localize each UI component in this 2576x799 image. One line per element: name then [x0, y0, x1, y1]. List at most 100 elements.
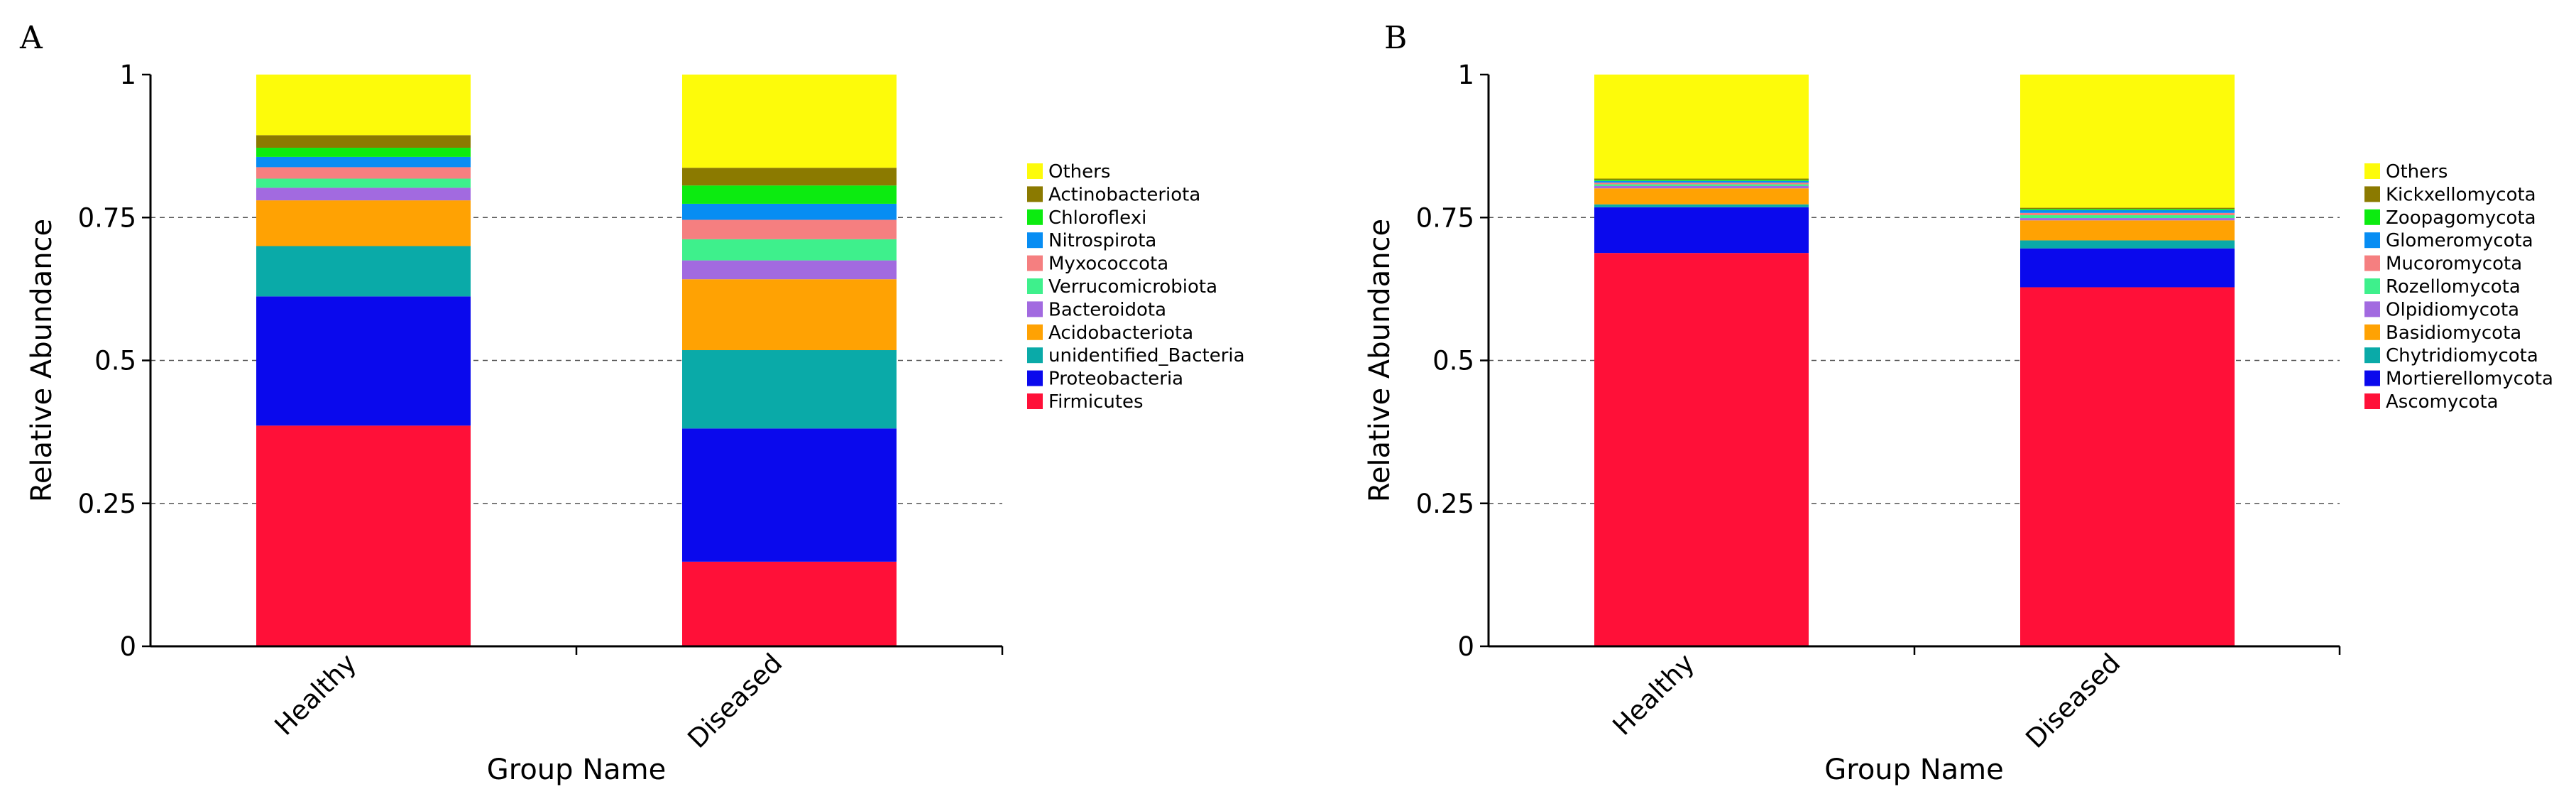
legend-label: Nitrospirota [1048, 230, 1156, 251]
legend-swatch [1027, 209, 1043, 225]
bar-segment [682, 260, 897, 280]
bar-segment [256, 148, 471, 157]
legend-label: Chytridiomycota [2386, 345, 2538, 366]
legend-swatch [1027, 255, 1043, 271]
legend-swatch [2364, 255, 2380, 271]
legend-label: Mortierellomycota [2386, 369, 2553, 390]
legend-label: Firmicutes [1048, 391, 1144, 413]
legend: OthersActinobacteriotaChloroflexiNitrosp… [1027, 161, 1245, 413]
panel-letter: A [19, 20, 43, 56]
legend-label: Olpidiomycota [2386, 299, 2519, 320]
legend-swatch [2364, 209, 2380, 225]
y-axis-title: Relative Abundance [1364, 219, 1396, 502]
bar-segment [1594, 180, 1809, 181]
bar-segment [256, 75, 471, 136]
bar-segment [682, 239, 897, 261]
bar-segment [682, 168, 897, 186]
bar-segment [2020, 207, 2235, 210]
y-tick-label: 0 [119, 631, 136, 662]
legend-label: unidentified_Bacteria [1048, 345, 1245, 366]
bar-segment [682, 203, 897, 220]
bar-segment [682, 219, 897, 239]
bar-segment [682, 75, 897, 168]
legend-swatch [2364, 232, 2380, 249]
bar-segment [2020, 209, 2235, 210]
bar-segment [1594, 204, 1809, 207]
legend-label: Chloroflexi [1048, 207, 1146, 229]
legend-label: Actinobacteriota [1048, 184, 1200, 205]
legend-label: Others [2386, 161, 2448, 183]
legend-label: Myxococcota [1048, 254, 1168, 275]
y-tick-label: 0.25 [78, 489, 136, 519]
y-tick-label: 0.75 [78, 202, 136, 233]
legend-label: Glomeromycota [2386, 230, 2533, 251]
x-tick-label: Diseased [681, 648, 788, 754]
legend-label: Kickxellomycota [2386, 184, 2536, 205]
legend: OthersKickxellomycotaZoopagomycotaGlomer… [2364, 161, 2553, 413]
bar-segment [256, 425, 471, 646]
bar-segment [2020, 240, 2235, 249]
legend-label: Ascomycota [2386, 391, 2499, 413]
bar-segment [1594, 178, 1809, 180]
legend-swatch [1027, 324, 1043, 340]
bar-segment [256, 135, 471, 148]
legend-label: Acidobacteriota [1048, 322, 1193, 344]
y-tick-label: 0.25 [1416, 489, 1474, 519]
legend-label: Basidiomycota [2386, 322, 2521, 344]
legend-label: Others [1048, 161, 1110, 183]
bar-segment [2020, 248, 2235, 288]
legend-swatch [1027, 301, 1043, 317]
bar-segment [2020, 75, 2235, 208]
chart-panel-b: B 0 0.25 0.5 0.75 1 Healthy Diseased Relative Ab… [1364, 20, 2553, 786]
legend-swatch [2364, 393, 2380, 409]
bar-segment [2020, 215, 2235, 219]
bar-segment [1594, 180, 1809, 183]
y-axis-title: Relative Abundance [26, 219, 58, 502]
bar-segment [2020, 210, 2235, 213]
legend-swatch [2364, 301, 2380, 317]
bar-segment [256, 167, 471, 179]
bar-segment [256, 246, 471, 297]
y-tick-label: 0.5 [94, 346, 136, 376]
legend-label: Bacteroidota [1048, 299, 1166, 320]
legend-label: Mucoromycota [2386, 254, 2522, 275]
bar-segment [1594, 75, 1809, 179]
bar-segment [256, 156, 471, 168]
legend-swatch [2364, 186, 2380, 202]
bar-segment [2020, 218, 2235, 221]
legend-label: Rozellomycota [2386, 276, 2521, 298]
legend-swatch [1027, 232, 1043, 249]
legend-label: Zoopagomycota [2386, 207, 2536, 229]
bar-segment [256, 178, 471, 188]
chart-panel-a: A 0 0.25 0.5 0.75 1 Healthy Diseased Relative Ab… [19, 20, 1245, 786]
x-axis-title: Group Name [487, 754, 667, 786]
legend-swatch [2364, 370, 2380, 386]
legend-swatch [1027, 370, 1043, 386]
bar-segment [256, 187, 471, 201]
legend-swatch [2364, 324, 2380, 340]
bar-segment [2020, 287, 2235, 646]
bar-segment [2020, 220, 2235, 241]
y-tick-label: 0.5 [1432, 346, 1474, 376]
bar-segment [1594, 184, 1809, 186]
legend-swatch [1027, 163, 1043, 179]
y-tick-label: 1 [1457, 60, 1474, 90]
bar-segment [682, 350, 897, 429]
legend-swatch [2364, 347, 2380, 364]
bar-segment [1594, 207, 1809, 254]
legend-swatch [2364, 278, 2380, 294]
x-tick-label: Healthy [1607, 648, 1701, 741]
legend-swatch [1027, 347, 1043, 364]
legend-swatch [2364, 163, 2380, 179]
bar-segment [1594, 253, 1809, 646]
bar-segment [682, 561, 897, 646]
x-axis-title: Group Name [1824, 754, 2004, 786]
legend-label: Proteobacteria [1048, 369, 1183, 390]
bar-segment [682, 279, 897, 351]
bar-segment [1594, 188, 1809, 205]
bar-segment [1594, 183, 1809, 185]
bar-segment [682, 185, 897, 204]
bar-segment [1594, 185, 1809, 189]
legend-label: Verrucomicrobiota [1048, 276, 1217, 298]
